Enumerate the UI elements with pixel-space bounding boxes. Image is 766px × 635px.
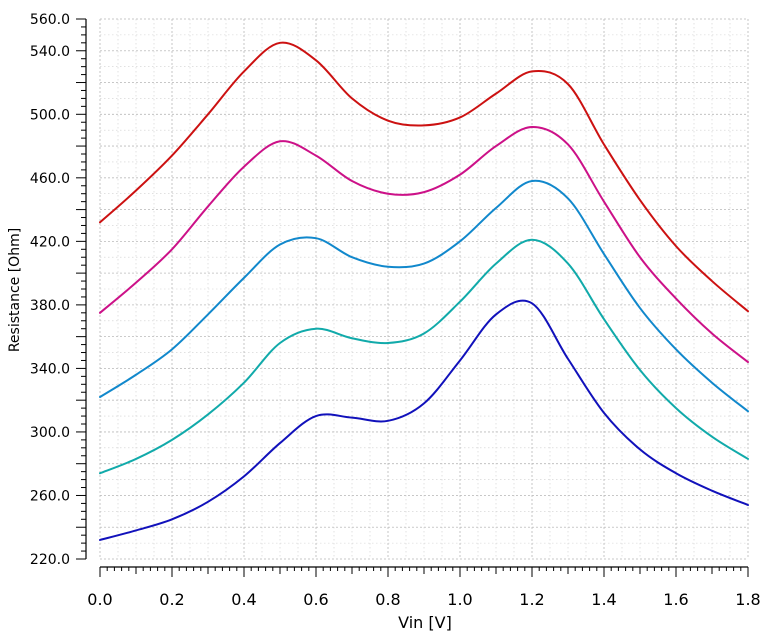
y-tick-label: 420.0 <box>30 234 70 250</box>
x-tick-label: 0.8 <box>375 590 400 609</box>
y-tick-label: 260.0 <box>30 488 70 504</box>
y-tick-label: 300.0 <box>30 425 70 441</box>
x-tick-label: 1.4 <box>591 590 616 609</box>
x-tick-label: 0.2 <box>159 590 184 609</box>
axes <box>85 19 748 568</box>
y-tick-label: 220.0 <box>30 552 70 568</box>
y-tick-label: 540.0 <box>30 44 70 60</box>
series-line-3 <box>99 179 749 413</box>
y-tick-label: 380.0 <box>30 298 70 314</box>
x-tick-label: 1.8 <box>735 590 760 609</box>
x-tick-label: 0.4 <box>231 590 256 609</box>
series-line-4 <box>99 238 749 475</box>
major-grid <box>99 18 749 560</box>
tick-labels: 0.0 0.2 0.4 0.6 0.8 1.0 1.2 1.4 1.6 1.8 220.0 260.0… <box>30 12 761 609</box>
y-tick-label: 460.0 <box>30 171 70 187</box>
series-line-1 <box>99 41 749 313</box>
series-line-5 <box>99 299 749 541</box>
x-tick-label: 0.0 <box>87 590 112 609</box>
x-axis-title: Vin [V] <box>398 613 452 632</box>
x-tick-label: 1.0 <box>447 590 472 609</box>
y-tick-label: 340.0 <box>30 361 70 377</box>
minor-grid <box>99 18 749 560</box>
series-layer <box>99 41 749 541</box>
ticks <box>76 18 749 577</box>
series-line-2 <box>99 125 749 364</box>
x-tick-label: 0.6 <box>303 590 328 609</box>
x-tick-label: 1.2 <box>519 590 544 609</box>
y-axis-title: Resistance [Ohm] <box>7 228 23 352</box>
y-tick-label: 500.0 <box>30 107 70 123</box>
y-tick-label: 560.0 <box>30 12 70 28</box>
x-tick-label: 1.6 <box>663 590 688 609</box>
